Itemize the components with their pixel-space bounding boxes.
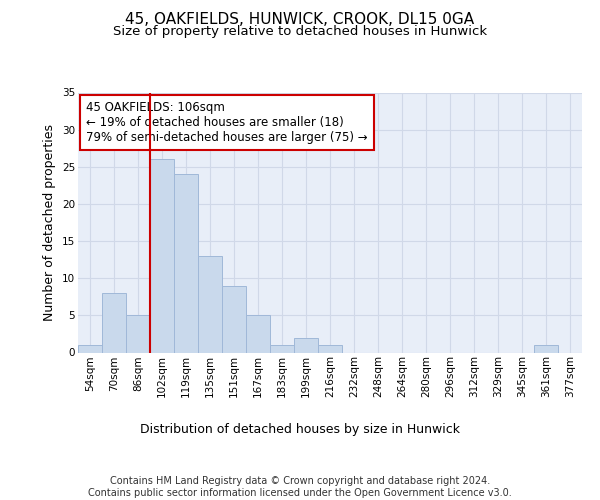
Bar (174, 174, 198, 352)
Bar (78, 345, 102, 352)
Text: Contains HM Land Registry data © Crown copyright and database right 2024.
Contai: Contains HM Land Registry data © Crown c… (88, 476, 512, 498)
Bar (198, 256, 222, 352)
Text: Size of property relative to detached houses in Hunwick: Size of property relative to detached ho… (113, 25, 487, 38)
Text: Distribution of detached houses by size in Hunwick: Distribution of detached houses by size … (140, 422, 460, 436)
Bar (126, 316, 150, 352)
Bar (270, 345, 294, 352)
Bar (294, 338, 318, 352)
Bar (246, 316, 270, 352)
Bar (150, 160, 174, 352)
Y-axis label: Number of detached properties: Number of detached properties (43, 124, 56, 321)
Text: 45 OAKFIELDS: 106sqm
← 19% of detached houses are smaller (18)
79% of semi-detac: 45 OAKFIELDS: 106sqm ← 19% of detached h… (86, 101, 368, 144)
Bar (222, 286, 246, 352)
Bar (534, 345, 558, 352)
Text: 45, OAKFIELDS, HUNWICK, CROOK, DL15 0GA: 45, OAKFIELDS, HUNWICK, CROOK, DL15 0GA (125, 12, 475, 28)
Bar (318, 345, 342, 352)
Bar (102, 293, 126, 352)
